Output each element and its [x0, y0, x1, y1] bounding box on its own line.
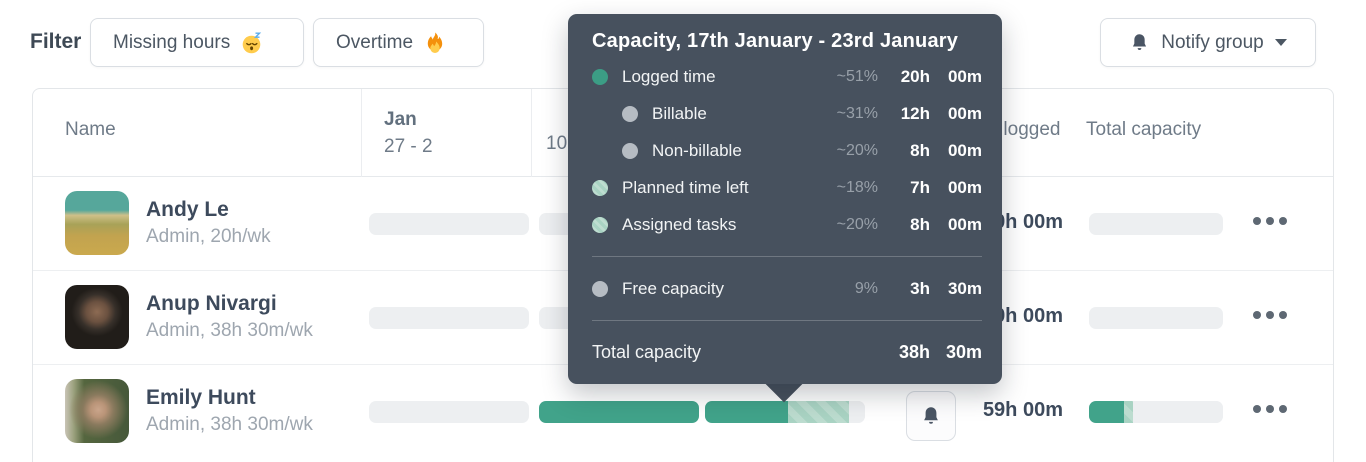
- row-minutes: 00m: [947, 177, 982, 197]
- row-label: Assigned tasks: [622, 214, 737, 234]
- row-hours: 12h: [900, 103, 930, 123]
- row-label: Total capacity: [592, 342, 702, 362]
- notify-group-label: Notify group: [1161, 31, 1264, 53]
- row-hours: 20h: [900, 66, 930, 86]
- tooltip-divider: [592, 256, 982, 257]
- total-logged-value: 59h 00m: [982, 399, 1063, 421]
- missing-hours-filter-button[interactable]: Missing hours: [90, 18, 304, 67]
- total-capacity-bar: [1089, 401, 1223, 423]
- tooltip-row-billable: Billable ~31% 12h 00m: [592, 95, 982, 132]
- row-percent: ~20%: [836, 215, 878, 233]
- row-percent: ~51%: [836, 67, 878, 85]
- tooltip-title: Capacity, 17th January - 23rd January: [592, 30, 959, 52]
- week1-capacity-bar[interactable]: [369, 401, 529, 423]
- logged-time-dot-icon: [592, 68, 608, 85]
- planned-segment: [1123, 401, 1134, 423]
- notify-group-button[interactable]: Notify group: [1100, 18, 1316, 67]
- capacity-tooltip: Capacity, 17th January - 23rd January Lo…: [568, 14, 1002, 384]
- avatar: [65, 285, 129, 349]
- planned-segment: [788, 401, 849, 423]
- member-name: Andy Le: [146, 198, 229, 221]
- fire-emoji-icon: [427, 32, 443, 53]
- free-capacity-dot-icon: [592, 280, 608, 297]
- member-identity: Emily Hunt Admin, 38h 30m/wk: [146, 384, 313, 438]
- week1-capacity-bar[interactable]: [369, 307, 529, 329]
- row-hours: 7h: [910, 177, 930, 197]
- column-header-total-capacity: Total capacity: [1086, 119, 1202, 140]
- tooltip-divider: [592, 320, 982, 321]
- row-hours: 38h: [898, 342, 930, 362]
- row-hours: 8h: [910, 140, 930, 160]
- row-percent: ~20%: [836, 141, 878, 159]
- member-meta: Admin, 38h 30m/wk: [146, 414, 313, 435]
- row-minutes: 00m: [947, 103, 982, 123]
- member-identity: Andy Le Admin, 20h/wk: [146, 196, 271, 250]
- chevron-down-icon: [1274, 39, 1287, 46]
- row-minutes: 30m: [945, 342, 982, 362]
- row-minutes: 00m: [947, 140, 982, 160]
- member-identity: Anup Nivargi Admin, 38h 30m/wk: [146, 290, 313, 344]
- tooltip-row-non-billable: Non-billable ~20% 8h 00m: [592, 132, 982, 169]
- free-segment: [848, 401, 865, 423]
- row-minutes: 00m: [947, 214, 982, 234]
- assigned-tasks-dot-icon: [592, 216, 608, 233]
- row-label: Logged time: [622, 66, 716, 86]
- logged-segment: [705, 401, 789, 423]
- tooltip-row-total-capacity: Total capacity 38h 30m: [592, 334, 982, 371]
- week2-capacity-bar[interactable]: [539, 401, 699, 423]
- free-segment: [1133, 401, 1223, 423]
- row-hours: 3h: [910, 278, 930, 298]
- column-header-week1: Jan 27 - 2: [384, 106, 433, 160]
- overtime-filter-button[interactable]: Overtime: [313, 18, 484, 67]
- sleepy-face-emoji-icon: [242, 32, 262, 53]
- column-divider: [361, 89, 362, 177]
- bell-icon: [924, 407, 938, 424]
- row-hours: 8h: [910, 214, 930, 234]
- missing-hours-label: Missing hours: [113, 31, 231, 53]
- member-meta: Admin, 38h 30m/wk: [146, 320, 313, 341]
- week1-capacity-bar[interactable]: [369, 213, 529, 235]
- row-label: Planned time left: [622, 177, 749, 197]
- member-name: Emily Hunt: [146, 386, 256, 409]
- avatar: [65, 191, 129, 255]
- week1-range: 27 - 2: [384, 136, 433, 157]
- total-logged-value: 0h 00m: [994, 211, 1063, 233]
- avatar: [65, 379, 129, 443]
- total-logged-value: 0h 00m: [994, 305, 1063, 327]
- row-menu-button[interactable]: [1253, 405, 1287, 413]
- tooltip-row-planned-time-left: Planned time left ~18% 7h 00m: [592, 169, 982, 206]
- bell-icon: [1133, 34, 1147, 50]
- total-capacity-bar: [1089, 213, 1223, 235]
- logged-segment: [1089, 401, 1124, 423]
- column-header-name: Name: [65, 119, 116, 140]
- planned-time-dot-icon: [592, 179, 608, 196]
- billable-dot-icon: [622, 105, 638, 122]
- row-label: Billable: [652, 103, 707, 123]
- tooltip-row-assigned-tasks: Assigned tasks ~20% 8h 00m: [592, 206, 982, 243]
- row-minutes: 30m: [947, 278, 982, 298]
- filter-label: Filter: [30, 30, 82, 53]
- logged-segment: [539, 401, 699, 423]
- member-name: Anup Nivargi: [146, 292, 277, 315]
- row-label: Non-billable: [652, 140, 742, 160]
- tooltip-row-free-capacity: Free capacity 9% 3h 30m: [592, 270, 982, 307]
- week1-month: Jan: [384, 109, 417, 130]
- non-billable-dot-icon: [622, 142, 638, 159]
- row-percent: ~18%: [836, 178, 878, 196]
- row-minutes: 00m: [947, 66, 982, 86]
- row-percent: 9%: [854, 279, 878, 297]
- tooltip-row-logged-time: Logged time ~51% 20h 00m: [592, 58, 982, 95]
- overtime-label: Overtime: [336, 31, 414, 53]
- row-label: Free capacity: [622, 278, 725, 298]
- row-menu-button[interactable]: [1253, 217, 1287, 225]
- row-menu-button[interactable]: [1253, 311, 1287, 319]
- member-meta: Admin, 20h/wk: [146, 226, 271, 247]
- row-percent: ~31%: [836, 104, 878, 122]
- total-capacity-bar: [1089, 307, 1223, 329]
- column-divider: [531, 89, 532, 177]
- week3-capacity-bar[interactable]: [705, 401, 865, 423]
- row-notify-button[interactable]: [906, 391, 956, 441]
